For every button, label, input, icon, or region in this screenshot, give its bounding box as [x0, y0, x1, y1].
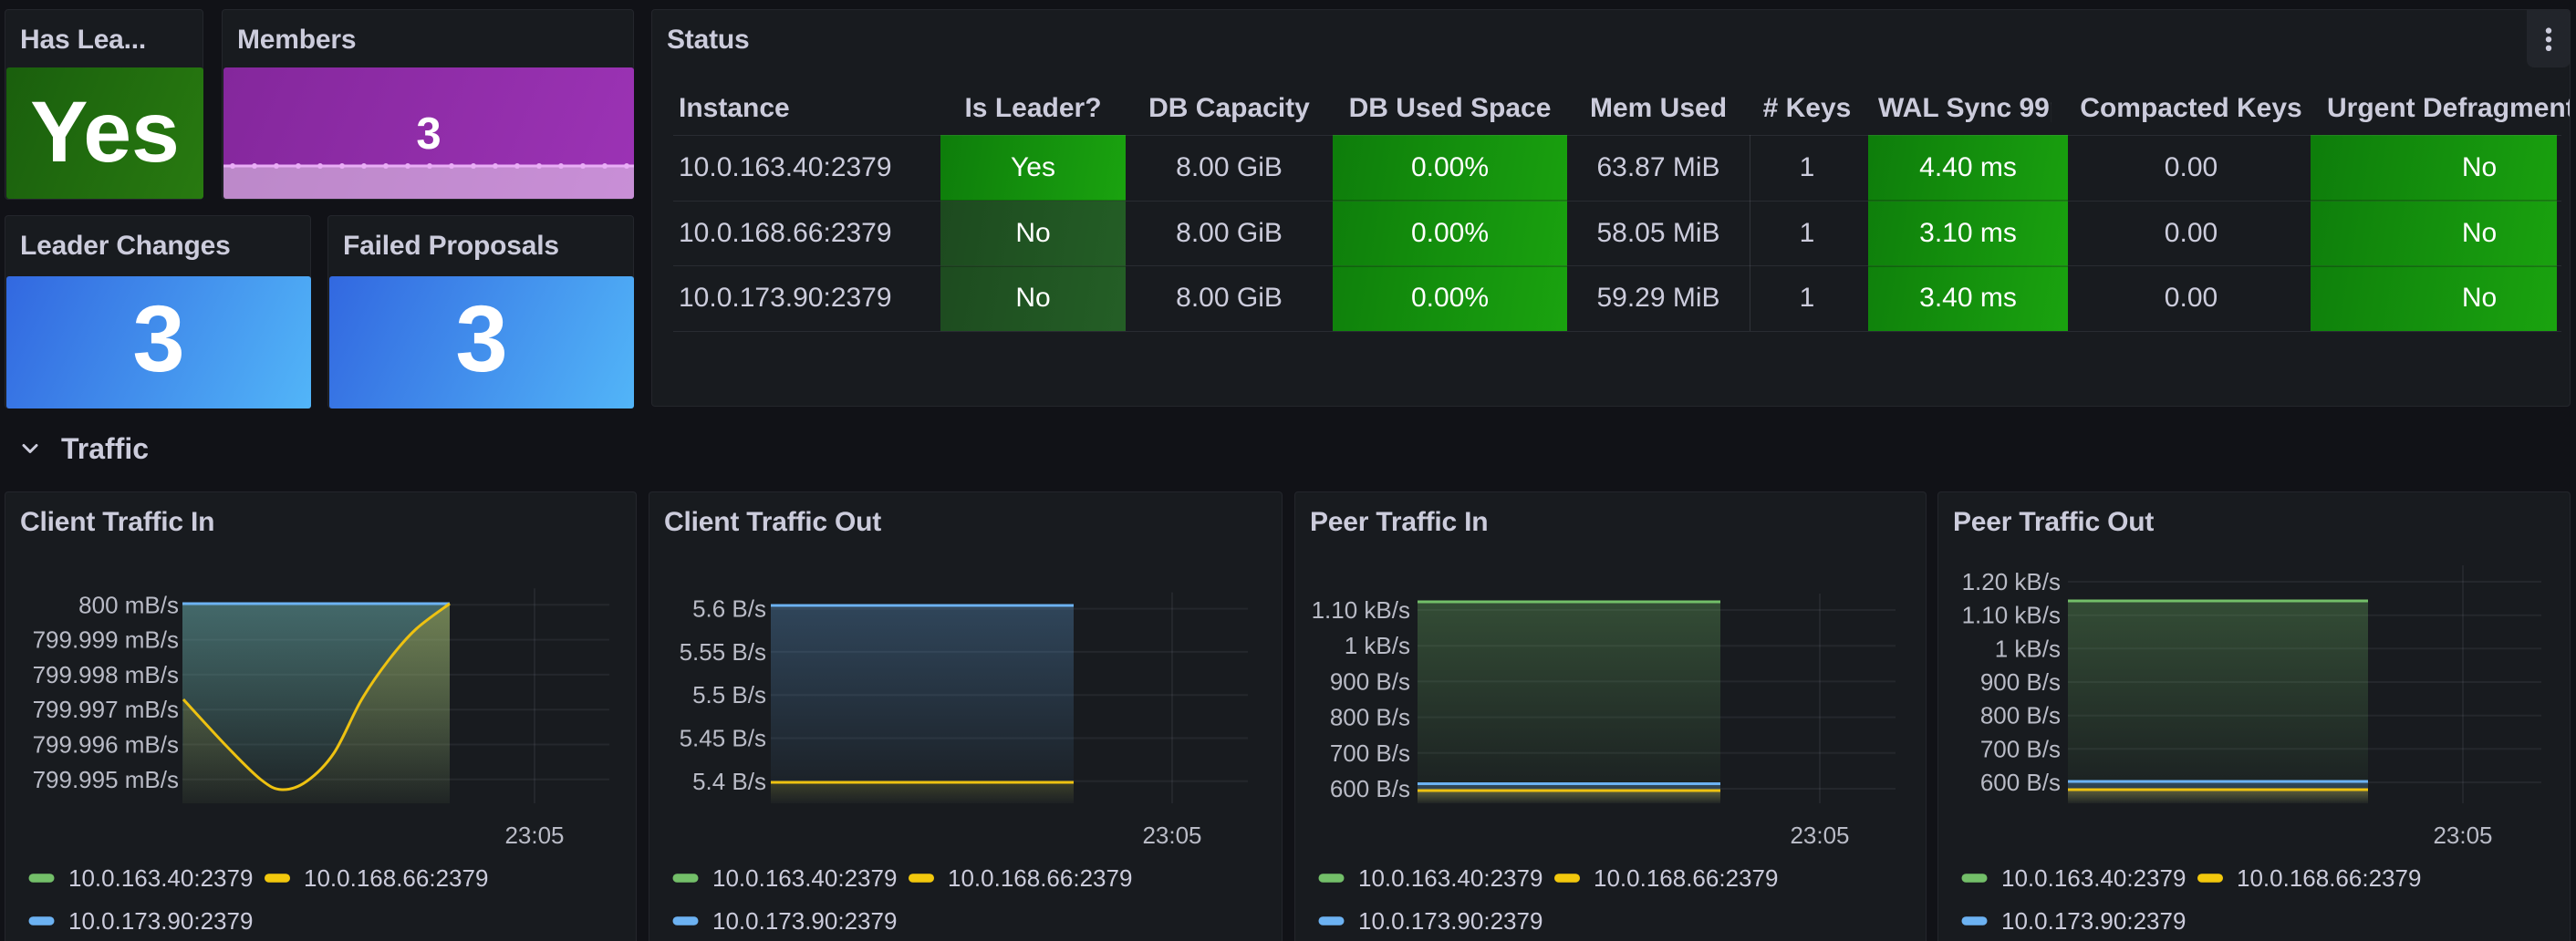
- svg-text:10.0.163.40:2379: 10.0.163.40:2379: [1358, 864, 1542, 892]
- svg-text:10.0.173.90:2379: 10.0.173.90:2379: [68, 907, 253, 935]
- svg-text:10.0.168.66:2379: 10.0.168.66:2379: [304, 864, 488, 892]
- svg-text:600 B/s: 600 B/s: [1330, 775, 1410, 802]
- svg-text:800 B/s: 800 B/s: [1330, 704, 1410, 731]
- svg-text:23:05: 23:05: [1790, 822, 1849, 849]
- svg-text:10.0.163.40:2379: 10.0.163.40:2379: [68, 864, 253, 892]
- svg-text:5.6 B/s: 5.6 B/s: [692, 595, 766, 623]
- svg-text:10.0.168.66:2379: 10.0.168.66:2379: [948, 864, 1132, 892]
- svg-text:5.4 B/s: 5.4 B/s: [692, 768, 766, 795]
- svg-text:799.996 mB/s: 799.996 mB/s: [33, 731, 179, 759]
- svg-text:900 B/s: 900 B/s: [1980, 668, 2061, 696]
- svg-text:799.997 mB/s: 799.997 mB/s: [33, 696, 179, 723]
- svg-text:600 B/s: 600 B/s: [1980, 769, 2061, 796]
- svg-text:799.999 mB/s: 799.999 mB/s: [33, 626, 179, 654]
- svg-text:10.0.173.90:2379: 10.0.173.90:2379: [1358, 907, 1542, 935]
- svg-text:1.20 kB/s: 1.20 kB/s: [1962, 568, 2061, 595]
- svg-text:23:05: 23:05: [504, 822, 564, 849]
- svg-text:1.10 kB/s: 1.10 kB/s: [1962, 602, 2061, 629]
- svg-text:1 kB/s: 1 kB/s: [1995, 635, 2061, 662]
- svg-text:5.5 B/s: 5.5 B/s: [692, 681, 766, 708]
- svg-text:10.0.163.40:2379: 10.0.163.40:2379: [712, 864, 897, 892]
- svg-text:1 kB/s: 1 kB/s: [1345, 632, 1410, 659]
- svg-text:800 mB/s: 800 mB/s: [78, 591, 179, 618]
- svg-text:5.55 B/s: 5.55 B/s: [680, 638, 766, 666]
- svg-text:800 B/s: 800 B/s: [1980, 702, 2061, 729]
- svg-text:700 B/s: 700 B/s: [1980, 735, 2061, 762]
- svg-text:700 B/s: 700 B/s: [1330, 739, 1410, 767]
- svg-text:1.10 kB/s: 1.10 kB/s: [1312, 596, 1410, 624]
- svg-text:23:05: 23:05: [2433, 822, 2492, 849]
- svg-text:10.0.168.66:2379: 10.0.168.66:2379: [2237, 864, 2421, 892]
- svg-text:900 B/s: 900 B/s: [1330, 667, 1410, 695]
- svg-text:23:05: 23:05: [1142, 822, 1201, 849]
- svg-text:799.995 mB/s: 799.995 mB/s: [33, 766, 179, 793]
- svg-text:10.0.173.90:2379: 10.0.173.90:2379: [712, 907, 897, 935]
- svg-text:10.0.173.90:2379: 10.0.173.90:2379: [2001, 907, 2186, 935]
- svg-text:10.0.168.66:2379: 10.0.168.66:2379: [1594, 864, 1778, 892]
- svg-text:799.998 mB/s: 799.998 mB/s: [33, 661, 179, 688]
- svg-text:10.0.163.40:2379: 10.0.163.40:2379: [2001, 864, 2186, 892]
- svg-text:5.45 B/s: 5.45 B/s: [680, 725, 766, 752]
